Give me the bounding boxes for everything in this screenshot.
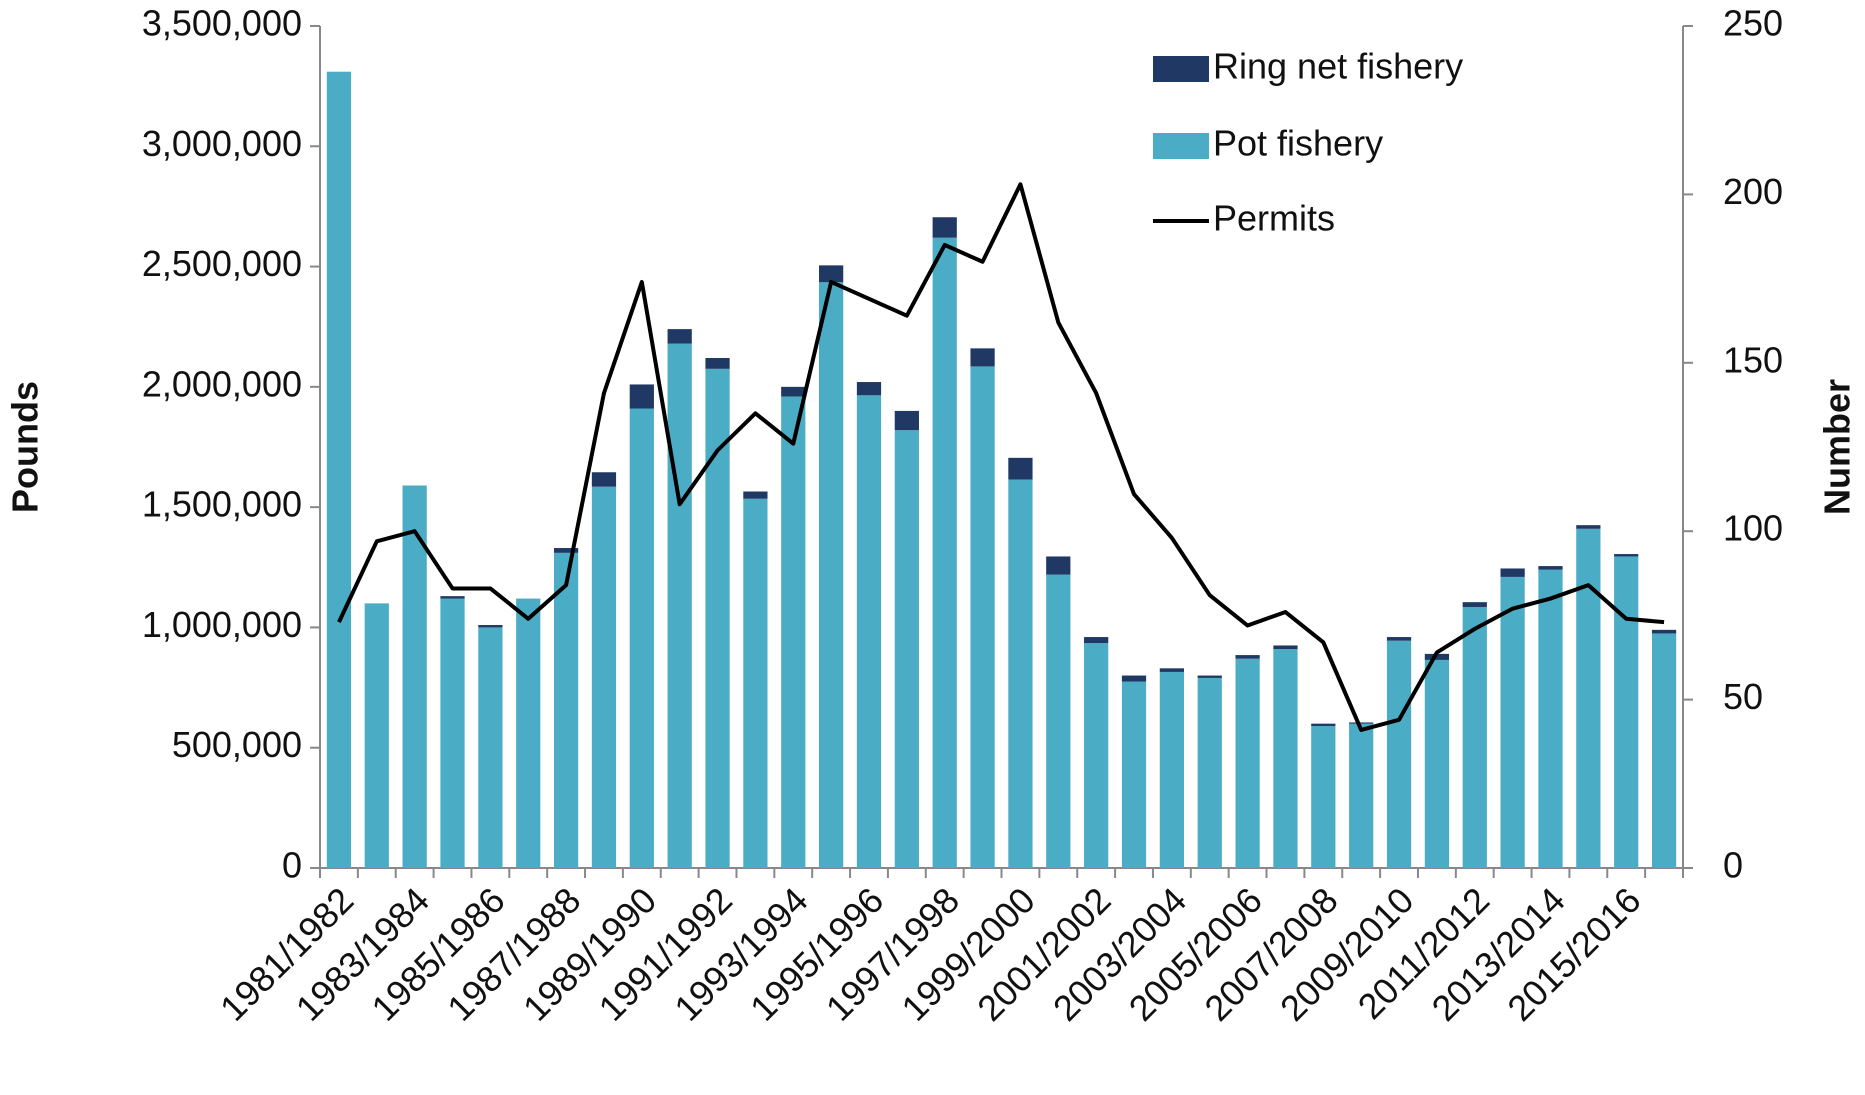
bar — [1159, 668, 1184, 672]
bar — [1500, 568, 1525, 577]
y-tick-label: 3,500,000 — [142, 3, 302, 44]
bar — [1084, 643, 1109, 868]
bar — [1386, 640, 1412, 868]
bar — [1651, 629, 1677, 634]
bar — [970, 348, 995, 367]
y-tick-label: 3,000,000 — [142, 123, 302, 164]
bar — [1651, 633, 1677, 868]
y2-tick-label: 200 — [1723, 171, 1783, 212]
y-tick-label: 2,500,000 — [142, 243, 302, 284]
bar — [1008, 457, 1033, 480]
bar — [553, 548, 579, 553]
bar — [364, 603, 389, 868]
bar — [1121, 681, 1147, 868]
bar — [1311, 726, 1336, 868]
bar — [1424, 659, 1450, 868]
bar — [781, 396, 806, 868]
bar — [440, 596, 465, 599]
bar — [970, 366, 995, 868]
bar — [1576, 528, 1601, 868]
bar — [819, 265, 844, 283]
bar — [819, 282, 844, 868]
bar — [743, 491, 768, 499]
bar — [1576, 525, 1601, 529]
y2-tick-label: 150 — [1723, 339, 1783, 380]
bar — [781, 386, 806, 397]
bar — [743, 498, 768, 868]
bar — [1311, 723, 1336, 727]
bar — [856, 395, 882, 868]
bar — [705, 357, 730, 369]
bar — [1008, 479, 1033, 868]
y-tick-label: 1,000,000 — [142, 604, 302, 645]
bar — [894, 430, 919, 868]
y2-axis-title: Number — [1817, 379, 1858, 515]
bar — [1197, 677, 1222, 868]
bar — [440, 598, 465, 868]
bar — [553, 552, 579, 868]
bar — [667, 329, 692, 344]
y2-tick-label: 100 — [1723, 508, 1783, 549]
bar — [591, 472, 617, 487]
bar — [1197, 675, 1222, 678]
bar — [516, 598, 541, 868]
bar — [856, 382, 882, 396]
legend-swatch — [1153, 133, 1209, 159]
legend-swatch — [1153, 56, 1209, 82]
bar — [1614, 554, 1639, 557]
y2-tick-label: 250 — [1723, 3, 1783, 44]
bar — [1121, 675, 1147, 682]
bar — [1046, 574, 1071, 868]
bar — [629, 408, 654, 868]
bar — [326, 71, 352, 869]
bar — [1046, 556, 1071, 575]
y-tick-label: 500,000 — [172, 724, 302, 765]
y2-tick-label: 0 — [1723, 845, 1743, 886]
bar — [1159, 671, 1184, 868]
legend-label: Ring net fishery — [1213, 46, 1463, 87]
y-axis-title: Pounds — [5, 381, 46, 513]
bar — [1462, 606, 1487, 868]
bar — [1273, 649, 1298, 868]
bar — [932, 237, 957, 868]
bar — [478, 625, 503, 628]
legend-label: Permits — [1213, 198, 1335, 239]
bar — [1349, 722, 1374, 724]
bar — [1462, 602, 1487, 607]
bar — [1538, 569, 1563, 868]
bar — [1386, 637, 1412, 641]
legend-label: Pot fishery — [1213, 123, 1383, 164]
bar — [1273, 645, 1298, 650]
line — [337, 182, 1665, 732]
bar — [1614, 556, 1639, 868]
bar — [1538, 566, 1563, 570]
bar — [1084, 637, 1109, 644]
bar — [1235, 658, 1260, 868]
y2-tick-label: 50 — [1723, 676, 1763, 717]
bar — [894, 410, 919, 431]
y-tick-label: 2,000,000 — [142, 363, 302, 404]
bar — [667, 343, 692, 868]
y-tick-label: 1,500,000 — [142, 484, 302, 525]
bar — [629, 384, 654, 409]
bar — [1235, 655, 1260, 659]
bar — [402, 485, 427, 868]
bar — [478, 627, 503, 868]
y-tick-label: 0 — [282, 845, 302, 886]
bar — [932, 217, 957, 238]
bar — [1424, 653, 1450, 660]
bar — [1349, 723, 1374, 868]
bar — [1500, 576, 1525, 868]
bar — [591, 486, 617, 868]
